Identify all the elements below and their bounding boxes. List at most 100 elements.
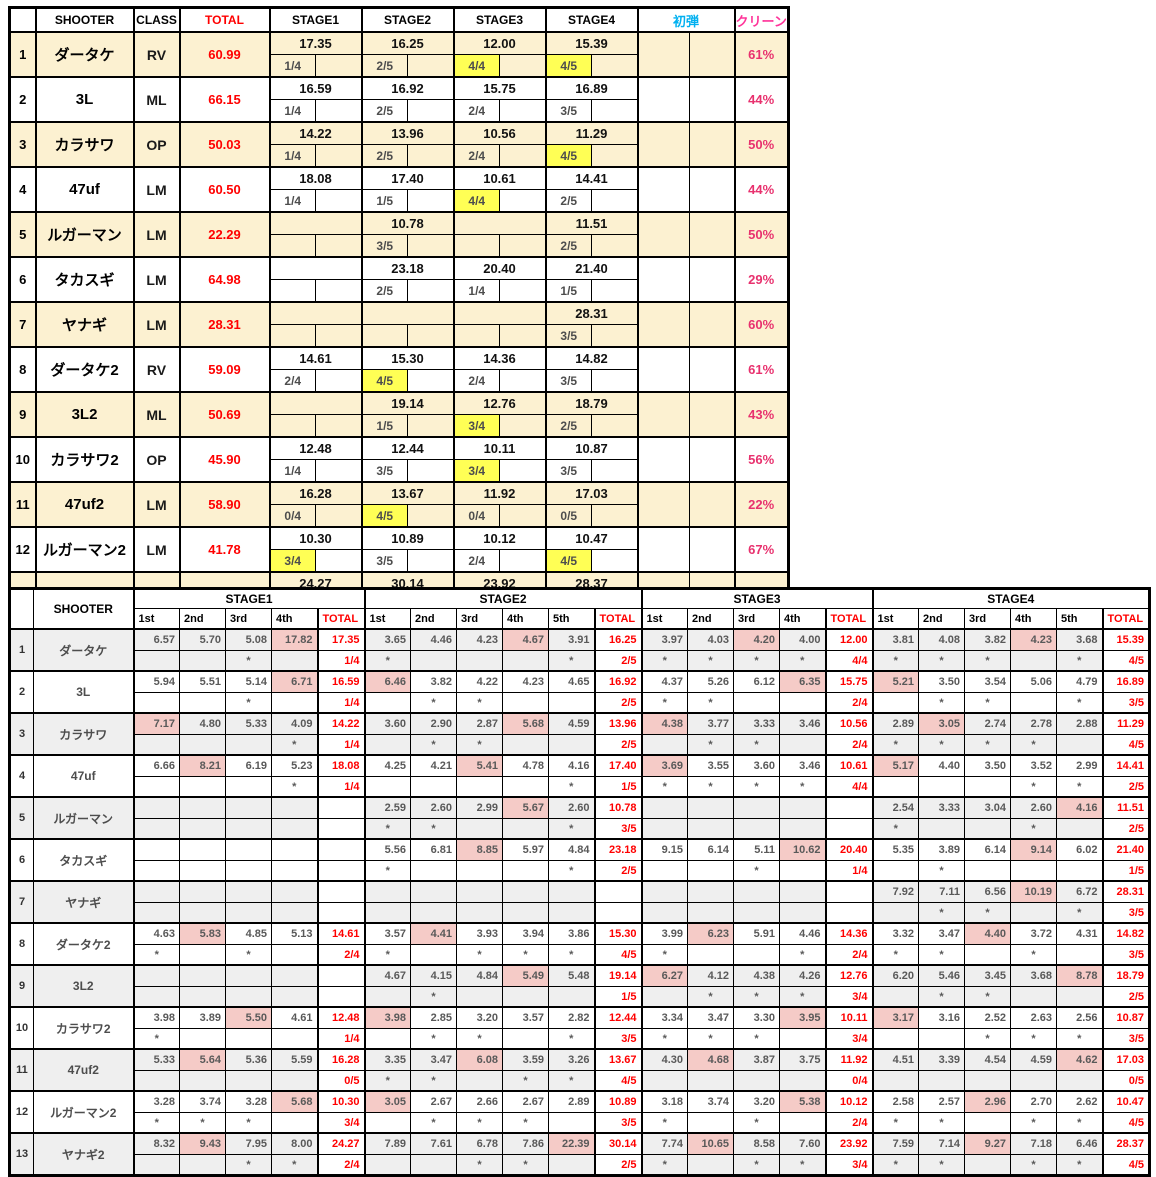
shot-value: 7.89: [363, 1132, 411, 1155]
stage-total: 10.87: [1101, 1006, 1150, 1029]
class-cell: LM: [132, 526, 180, 573]
star-mark: *: [918, 986, 965, 1008]
star-empty: [871, 902, 919, 924]
star-empty: [964, 818, 1011, 840]
shot-value: 3.94: [502, 922, 549, 945]
shooter-name: ヤナギ: [34, 301, 134, 348]
shooter-name: ダータケ2: [33, 922, 134, 966]
stage-total-header: TOTAL: [1101, 608, 1150, 630]
stage-total: [593, 880, 642, 903]
stage-total: 14.36: [824, 922, 873, 945]
total-cell: 66.15: [178, 76, 270, 123]
star-empty: [132, 818, 180, 840]
stage-frac-spare: [407, 234, 454, 258]
star-empty: [456, 650, 503, 672]
stage-total: [824, 796, 873, 819]
shot-value: 3.16: [918, 1006, 965, 1029]
class-cell: RV: [132, 346, 180, 393]
shooter-header: SHOOTER: [34, 7, 134, 33]
star-empty: [779, 860, 826, 882]
stage-group-header-4: STAGE4: [871, 588, 1150, 609]
shot-value: 5.48: [548, 964, 595, 987]
shot-value: 17.82: [271, 628, 318, 651]
star-mark: *: [502, 1070, 549, 1092]
stage-frac-spare: [499, 414, 546, 438]
stage-frac-spare: [499, 279, 546, 303]
shot-value: 6.71: [271, 670, 318, 693]
star-empty: [456, 902, 503, 924]
star-empty: [363, 902, 411, 924]
shot-value: 3.57: [502, 1006, 549, 1029]
shot-value: 2.99: [456, 796, 503, 819]
shot-value: 4.85: [225, 922, 272, 945]
stage-frac-spare: [499, 144, 546, 168]
stage-frac-spare: [407, 189, 454, 213]
shot-value: [225, 796, 272, 819]
stage-total: 21.40: [1101, 838, 1150, 861]
stage-frac-spare: [499, 54, 546, 78]
first-shot-cell: [636, 346, 690, 393]
clean-cell: 61%: [733, 346, 789, 393]
shooter-name: ヤナギ2: [33, 1132, 134, 1176]
stage-frac: 2/5: [544, 414, 592, 438]
star-empty: [179, 986, 226, 1008]
star-empty: [779, 1070, 826, 1092]
shot-value: [271, 796, 318, 819]
row-number-cell: 8: [9, 922, 34, 966]
shot-value: 3.91: [548, 628, 595, 651]
shot-header: 2nd: [687, 608, 734, 630]
shot-header: 1st: [871, 608, 919, 630]
stage-total: 16.28: [316, 1048, 365, 1071]
star-empty: [687, 860, 734, 882]
star-mark: *: [1010, 818, 1057, 840]
star-empty: [271, 1070, 318, 1092]
star-mark: *: [410, 692, 457, 714]
stage-frac: 1/4: [316, 650, 365, 672]
star-mark: *: [918, 734, 965, 756]
stage-frac-spare: [407, 369, 454, 393]
shot-value: 2.96: [964, 1090, 1011, 1113]
star-empty: [733, 692, 780, 714]
star-mark: *: [687, 734, 734, 756]
stage-total: 17.35: [316, 628, 365, 651]
star-empty: [1056, 986, 1103, 1008]
stage-score: 11.29: [544, 121, 638, 145]
stage-score: 15.30: [360, 346, 454, 370]
shot-value: 4.63: [132, 922, 180, 945]
stage-frac: [316, 986, 365, 1008]
star-empty: [548, 1112, 595, 1134]
stage-header-2: STAGE2: [360, 7, 454, 33]
stage-score: 21.40: [544, 256, 638, 280]
stage-frac-spare: [315, 234, 362, 258]
star-empty: [225, 776, 272, 798]
stage-frac: 2/5: [1101, 776, 1150, 798]
shot-value: 4.38: [640, 712, 688, 735]
stage-frac: 2/4: [824, 692, 873, 714]
stage-frac-spare: [591, 324, 638, 348]
shot-header: 2nd: [918, 608, 965, 630]
star-empty: [271, 986, 318, 1008]
star-empty: [271, 860, 318, 882]
shot-value: 4.16: [548, 754, 595, 777]
shot-value: 4.54: [964, 1048, 1011, 1071]
star-mark: *: [456, 1028, 503, 1050]
shot-value: 3.55: [687, 754, 734, 777]
stage-frac-spare: [591, 99, 638, 123]
shot-value: 3.97: [640, 628, 688, 651]
clean-cell: 22%: [733, 481, 789, 528]
shot-value: 4.23: [1010, 628, 1057, 651]
stage-frac: 2/5: [360, 99, 408, 123]
stage-frac: 2/4: [316, 1154, 365, 1176]
star-empty: [179, 902, 226, 924]
star-mark: *: [733, 734, 780, 756]
shot-value: 5.11: [733, 838, 780, 861]
shot-value: 3.39: [918, 1048, 965, 1071]
shot-value: 4.59: [1010, 1048, 1057, 1071]
stage-frac-spare: [315, 54, 362, 78]
shot-value: 2.63: [1010, 1006, 1057, 1029]
stage-score: 16.59: [268, 76, 362, 100]
shot-value: [132, 880, 180, 903]
star-empty: [687, 1154, 734, 1176]
clean-cell: 60%: [733, 301, 789, 348]
shot-value: [733, 796, 780, 819]
